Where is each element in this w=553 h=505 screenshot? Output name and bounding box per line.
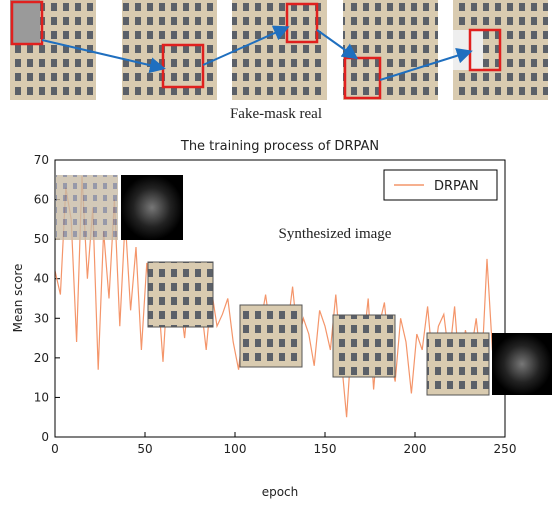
inset-image <box>427 333 489 395</box>
x-tick-label: 0 <box>51 442 59 456</box>
y-tick-label: 10 <box>34 390 49 404</box>
caption: Fake-mask real <box>230 106 322 122</box>
inset-images <box>56 175 552 395</box>
y-tick-label: 20 <box>34 351 49 365</box>
chart-title: The training process of DRPAN <box>180 139 379 154</box>
y-tick-label: 50 <box>34 232 49 246</box>
image-patch <box>453 30 483 70</box>
image-patch <box>10 0 40 45</box>
x-tick-label: 50 <box>137 442 152 456</box>
image <box>232 0 327 100</box>
x-tick-label: 200 <box>404 442 427 456</box>
x-tick-label: 100 <box>224 442 247 456</box>
inset-image <box>148 262 213 327</box>
inset-image <box>121 175 183 240</box>
inset-image <box>56 175 118 240</box>
inset-image <box>492 333 552 395</box>
y-tick-label: 0 <box>41 430 49 444</box>
x-tick-label: 150 <box>314 442 337 456</box>
legend-label: DRPAN <box>434 179 479 194</box>
inset-image <box>333 315 395 377</box>
x-axis-label: epoch <box>262 485 299 499</box>
y-tick-label: 30 <box>34 311 49 325</box>
image <box>343 0 438 100</box>
annotation: Synthesized image <box>279 226 392 242</box>
y-tick-label: 70 <box>34 153 49 167</box>
top-images <box>10 0 548 100</box>
y-axis-label: Mean score <box>11 264 25 333</box>
inset-image <box>240 305 302 367</box>
y-tick-label: 40 <box>34 272 49 286</box>
figure: Fake-mask real The training process of D… <box>0 0 553 501</box>
x-tick-label: 250 <box>494 442 517 456</box>
y-tick-label: 60 <box>34 193 49 207</box>
